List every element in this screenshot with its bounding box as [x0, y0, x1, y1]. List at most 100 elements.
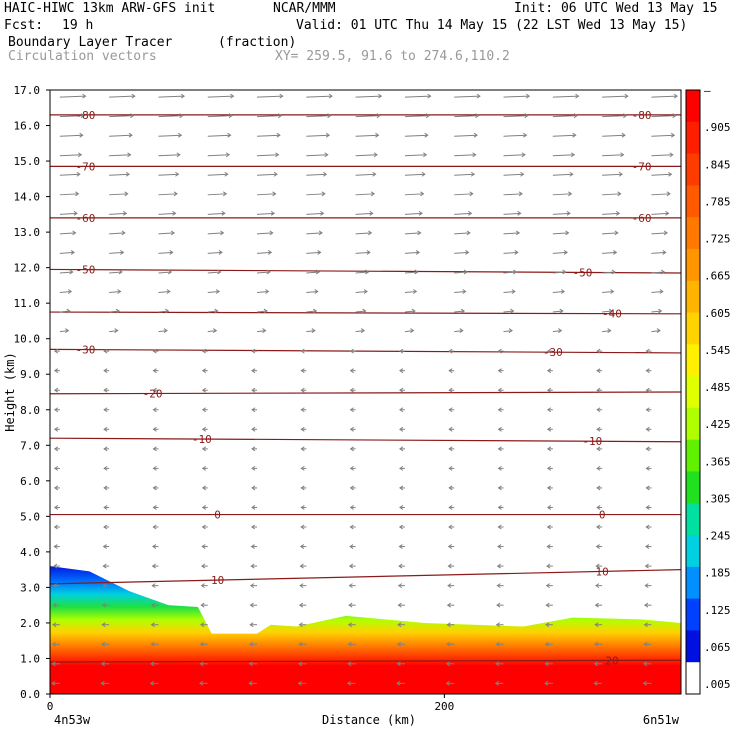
vector-arrowhead — [313, 308, 318, 314]
colorbar-swatch — [686, 153, 700, 186]
vector-arrowhead — [114, 328, 119, 334]
vector-arrowhead — [596, 524, 601, 530]
vector-arrowhead — [180, 93, 186, 99]
isotherm-label: -70 — [632, 160, 652, 173]
colorbar-label: .365 — [704, 455, 731, 468]
vector-arrowhead — [644, 583, 649, 589]
y-tick-label: 6.0 — [20, 475, 40, 488]
vector-arrowhead — [497, 426, 502, 432]
vector-arrow — [207, 95, 234, 98]
vector-arrowhead — [399, 407, 404, 413]
vector-arrow — [257, 154, 279, 157]
vector-arrow — [454, 115, 479, 118]
vector-arrowhead — [65, 328, 70, 334]
x-left-end-label: 4n53w — [54, 713, 91, 727]
vector-arrowhead — [163, 328, 168, 334]
vector-arrowhead — [69, 269, 74, 275]
vector-arrow — [257, 193, 276, 196]
colorbar-swatch — [686, 185, 700, 218]
vector-arrowhead — [544, 661, 549, 667]
vector-arrowhead — [417, 230, 422, 236]
vector-arrowhead — [546, 465, 552, 471]
isotherm-label: 0 — [214, 509, 221, 522]
vector-arrow — [404, 232, 421, 235]
isotherm-label: -70 — [76, 160, 96, 173]
vector-arrowhead — [398, 544, 403, 549]
vector-arrowhead — [250, 524, 256, 530]
isotherm-line-9 — [50, 569, 681, 585]
vector-arrowhead — [250, 563, 255, 569]
vector-arrowhead — [562, 269, 567, 275]
isotherm-line-7 — [50, 437, 681, 443]
vector-arrow — [158, 95, 185, 98]
vector-arrow — [59, 134, 83, 137]
vector-arrowhead — [663, 230, 668, 236]
vector-arrowhead — [320, 210, 325, 216]
vector-arrowhead — [176, 152, 181, 158]
vector-arrowhead — [262, 328, 267, 334]
vector-arrowhead — [660, 269, 666, 275]
vector-arrowhead — [300, 465, 305, 471]
vector-arrowhead — [513, 269, 518, 275]
vector-arrowhead — [103, 465, 108, 471]
vector-arrowhead — [596, 348, 601, 354]
colorbar-label: – — [704, 84, 711, 97]
plot-frame — [49, 89, 682, 695]
vector-legend: Circulation vectors — [8, 49, 157, 64]
vector-arrow — [355, 212, 373, 215]
vector-arrowhead — [611, 269, 616, 275]
vector-arrowhead — [249, 602, 254, 608]
vector-arrowhead — [220, 230, 225, 236]
vector-arrow — [602, 154, 624, 157]
vector-arrowhead — [102, 583, 107, 589]
vector-arrowhead — [251, 465, 256, 471]
isotherm-line-5 — [50, 348, 681, 354]
vector-arrow — [257, 251, 272, 254]
vector-arrow — [355, 232, 372, 235]
vector-arrowhead — [615, 210, 621, 216]
vector-arrow — [602, 291, 614, 294]
vector-arrow — [257, 134, 280, 137]
vector-arrow — [306, 212, 324, 215]
vector-arrowhead — [215, 289, 221, 294]
vector-arrow — [306, 154, 328, 157]
vector-arrow — [59, 291, 72, 294]
circulation-vectors — [51, 93, 679, 686]
vector-arrow — [404, 291, 417, 294]
colorbar-swatch — [686, 535, 700, 568]
vector-arrowhead — [227, 132, 232, 138]
vector-arrowhead — [369, 210, 374, 216]
vector-arrowhead — [596, 387, 601, 393]
vector-arrowhead — [152, 387, 157, 393]
vector-arrowhead — [644, 602, 649, 608]
vector-arrowhead — [349, 544, 354, 549]
vector-arrowhead — [348, 602, 353, 608]
vector-arrowhead — [558, 328, 563, 334]
vector-arrowhead — [318, 230, 323, 236]
vector-arrowhead — [149, 680, 154, 686]
colorbar: – .905 .845 .785 .725 .665 .605 .545 .485 .425 .36… — [685, 84, 731, 695]
vector-arrowhead — [349, 446, 354, 452]
vector-arrow — [158, 330, 168, 333]
y-tick-label: 10.0 — [14, 333, 41, 346]
isotherm-label: -30 — [543, 346, 563, 359]
vector-arrow — [257, 173, 278, 176]
vector-arrowhead — [465, 250, 470, 255]
colorbar-label: .905 — [704, 121, 731, 134]
vector-arrow — [256, 310, 268, 313]
isotherm-line-3 — [50, 268, 681, 274]
colorbar-label: .485 — [704, 381, 731, 394]
vector-arrowhead — [266, 269, 271, 275]
vector-arrowhead — [299, 544, 305, 549]
y-tick-label: 7.0 — [20, 439, 40, 452]
vector-arrowhead — [518, 191, 523, 197]
vector-arrowhead — [347, 622, 353, 628]
vector-arrow — [109, 154, 131, 157]
vector-arrowhead — [565, 230, 570, 236]
vector-arrow — [158, 154, 180, 157]
vector-arrowhead — [251, 387, 256, 393]
vector-arrow — [355, 291, 368, 294]
vector-arrowhead — [103, 368, 108, 374]
vector-arrowhead — [100, 680, 105, 686]
vector-arrow — [306, 115, 331, 118]
